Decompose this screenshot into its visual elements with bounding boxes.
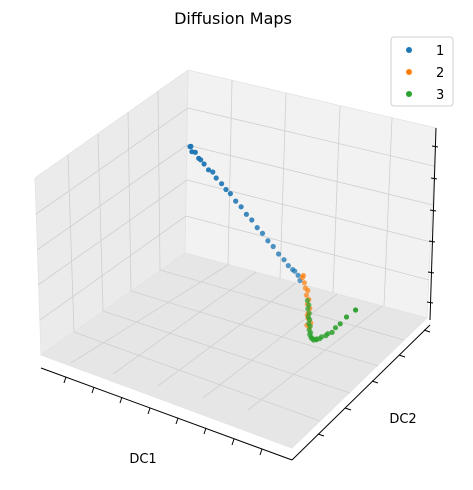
series-3-point xyxy=(353,307,358,312)
series-1-point xyxy=(198,157,203,162)
series-1-point xyxy=(249,217,254,222)
series-1-point xyxy=(193,150,198,155)
series-1-point xyxy=(292,269,297,274)
series-1-point xyxy=(296,273,301,278)
series-1-point xyxy=(233,199,238,204)
series-1-point xyxy=(276,251,281,256)
axes-panes xyxy=(35,70,436,448)
series-1-point xyxy=(239,204,244,209)
series-2-point xyxy=(305,288,310,293)
series-1-point xyxy=(219,181,224,186)
legend-marker-1 xyxy=(406,47,412,53)
series-1-point xyxy=(223,187,228,192)
series-3-point xyxy=(333,325,338,330)
legend-label-3: 3 xyxy=(436,88,444,103)
series-3-point xyxy=(305,298,310,303)
legend-label-1: 1 xyxy=(436,44,444,59)
series-1-point xyxy=(255,225,260,230)
series-3-point xyxy=(330,330,335,335)
chart-title: Diffusion Maps xyxy=(174,9,292,28)
x-axis-label: DC1 xyxy=(129,452,156,467)
series-1-point xyxy=(281,257,286,262)
series-1-point xyxy=(265,238,270,243)
series-1-point xyxy=(271,244,276,249)
legend-label-2: 2 xyxy=(436,66,444,81)
series-1-point xyxy=(244,212,249,217)
series-3-point xyxy=(344,314,349,319)
series-1-point xyxy=(286,263,291,268)
series-2-point xyxy=(302,280,307,285)
legend-marker-3 xyxy=(406,91,412,97)
series-3-point xyxy=(338,321,343,326)
series-1-point xyxy=(202,161,207,166)
series-1-point xyxy=(260,231,265,236)
legend: 1 2 3 xyxy=(391,37,453,106)
series-3-point xyxy=(305,306,310,311)
series-1-point xyxy=(228,191,233,196)
y-axis-label: DC2 xyxy=(389,412,416,427)
series-1-point xyxy=(214,175,219,180)
series-2-point xyxy=(301,273,306,278)
series-1-point xyxy=(188,144,193,149)
series-1-point xyxy=(210,169,215,174)
legend-marker-2 xyxy=(406,69,412,75)
